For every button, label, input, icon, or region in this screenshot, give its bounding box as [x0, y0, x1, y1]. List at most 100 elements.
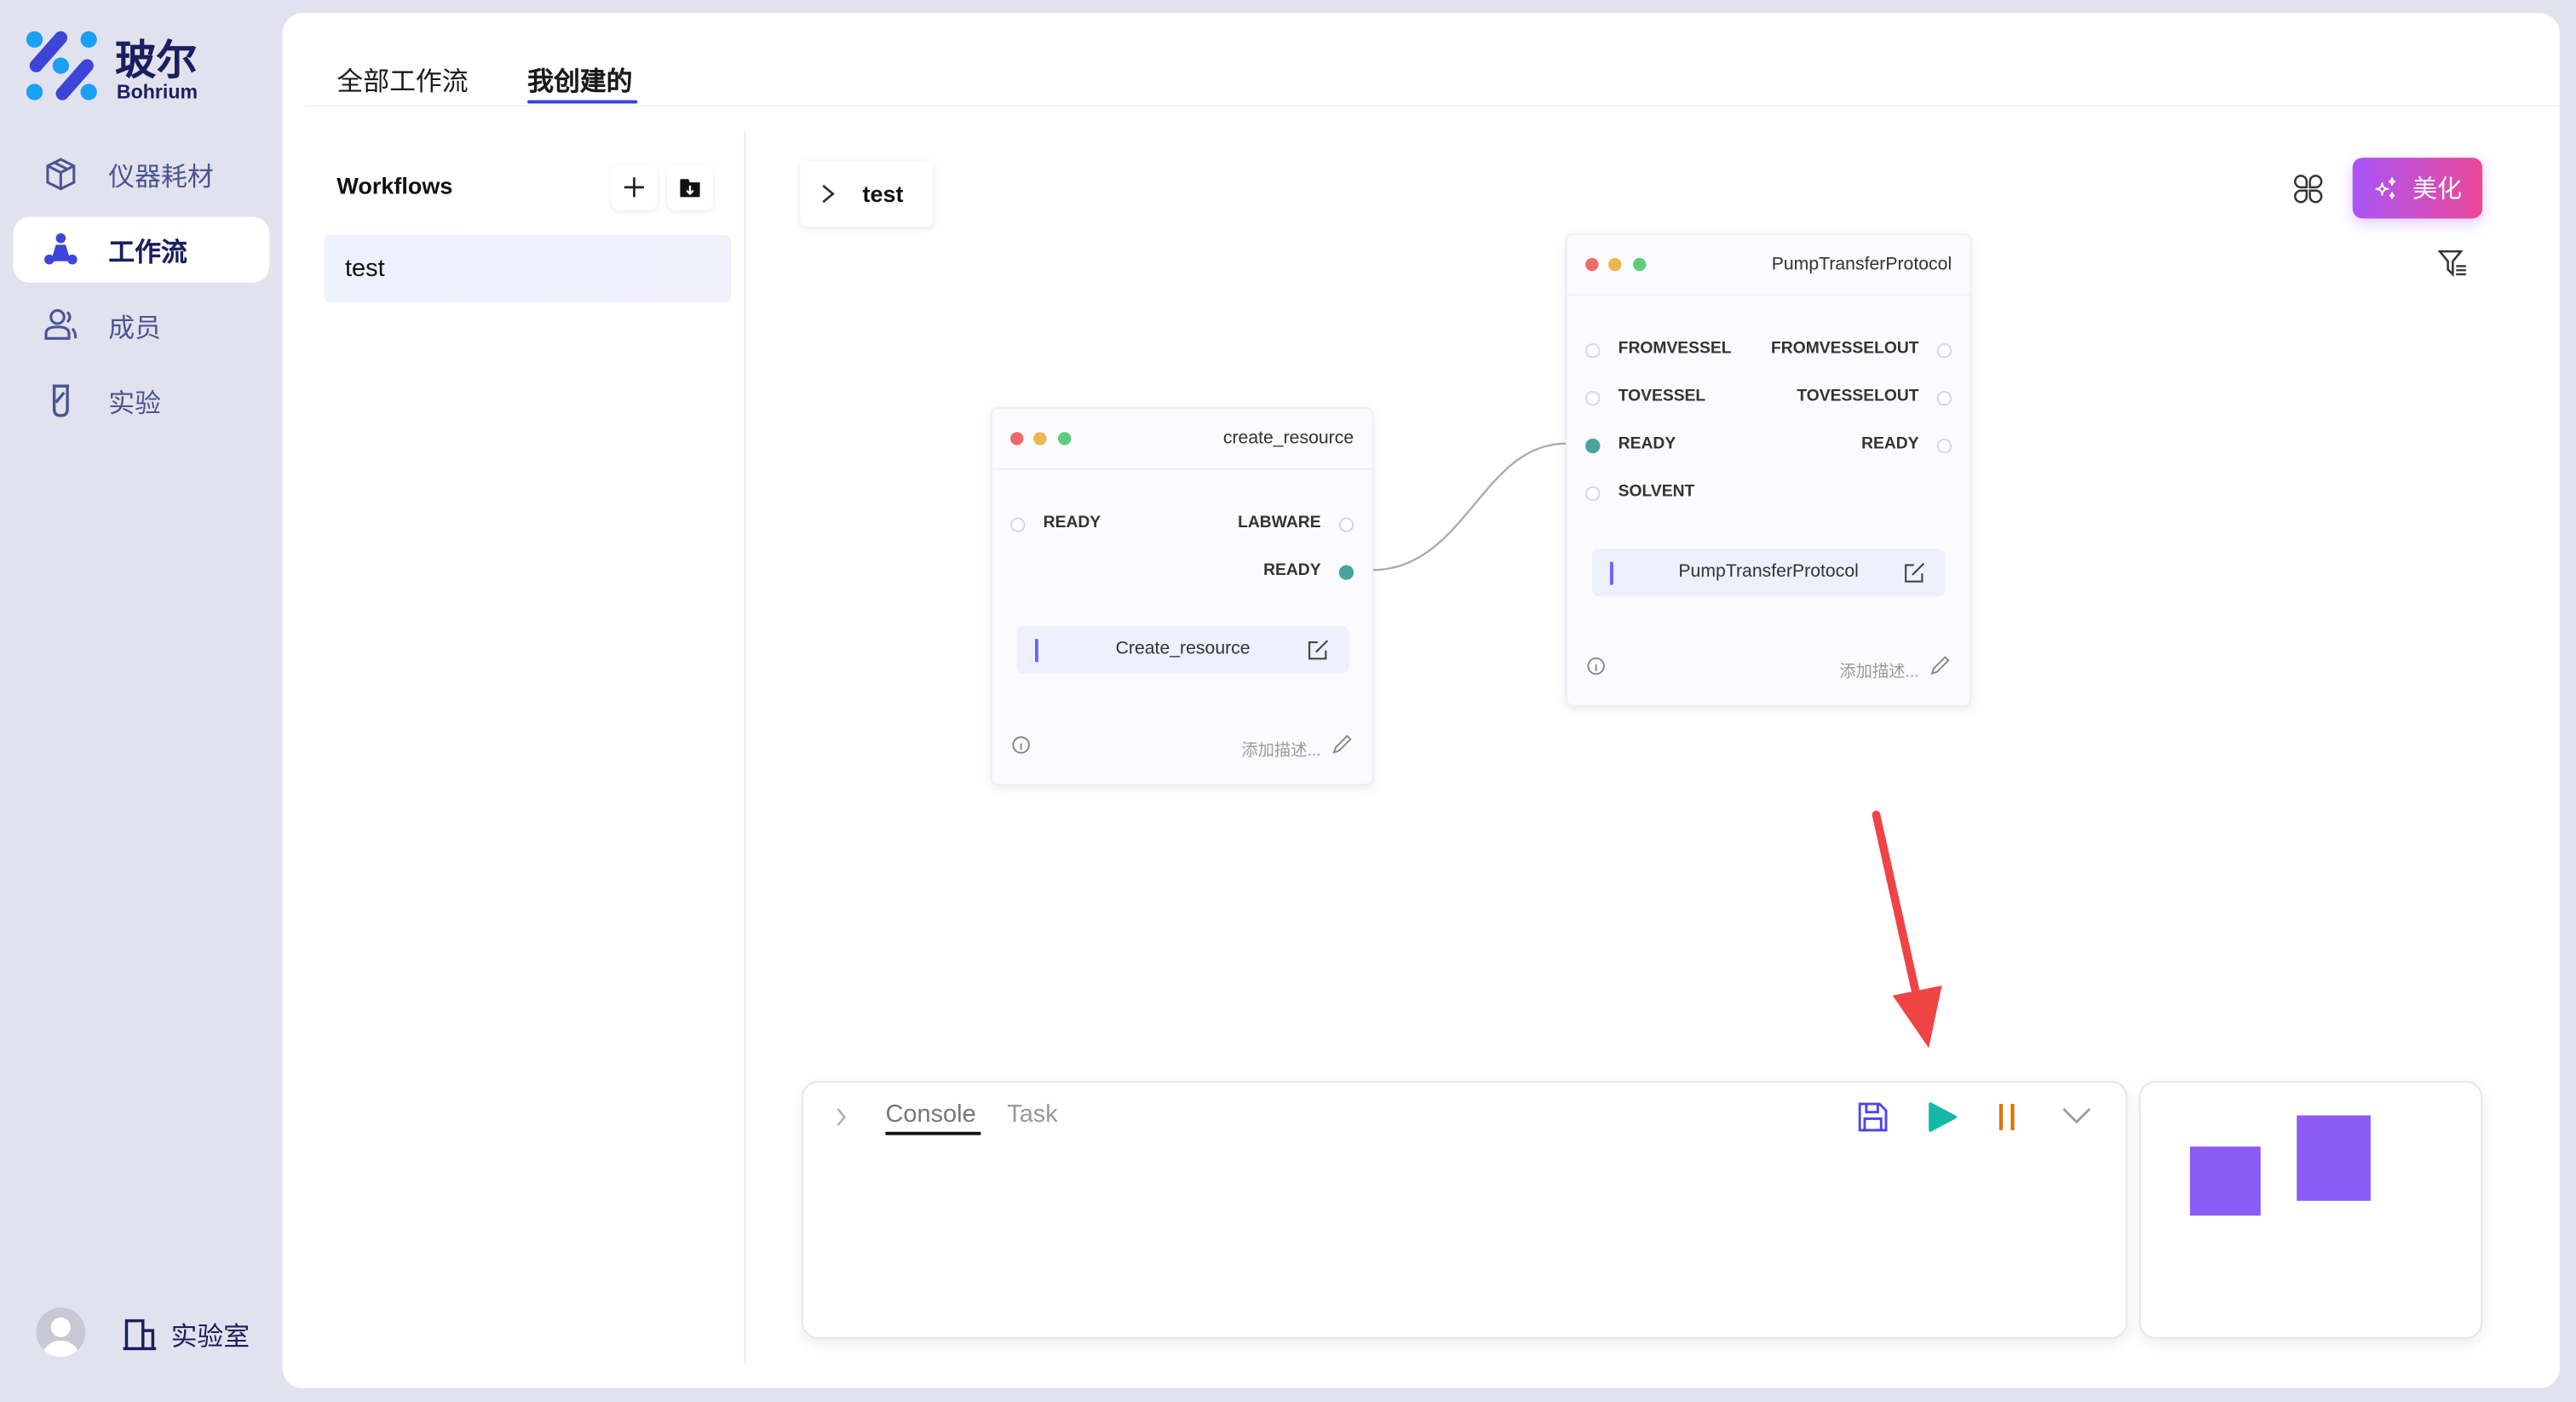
sidebar-item-label: 工作流 [108, 239, 187, 268]
beautify-label: 美化 [2412, 175, 2463, 204]
minimap[interactable] [2139, 1081, 2483, 1339]
input-port-connected[interactable] [1585, 438, 1601, 454]
tab-my-workflows[interactable]: 我创建的 [527, 69, 633, 97]
workflows-title: Workflows [336, 172, 453, 199]
close-dot-icon[interactable] [1585, 257, 1599, 272]
active-tab-underline [527, 100, 638, 104]
output-port[interactable] [1338, 517, 1354, 532]
divider [305, 105, 2560, 107]
users-icon [44, 308, 78, 340]
sidebar-item-label: 成员 [108, 315, 162, 344]
maximize-dot-icon[interactable] [1058, 432, 1072, 445]
input-port[interactable] [1585, 391, 1601, 406]
minimize-dot-icon[interactable] [1608, 257, 1622, 272]
test-tube-icon [52, 384, 70, 417]
box-icon [46, 158, 76, 191]
tab-console[interactable]: Console [885, 1100, 976, 1129]
node-name-field[interactable]: PumpTransferProtocol [1591, 549, 1946, 597]
brand-name-en: Bohrium [116, 80, 198, 104]
import-workflow-button[interactable] [667, 164, 714, 210]
clover-icon [2294, 175, 2323, 204]
output-port-connected[interactable] [1338, 565, 1354, 580]
input-port-label: SOLVENT [1618, 483, 1695, 502]
console-panel: Console Task [802, 1081, 2128, 1339]
sparkles-icon [2376, 176, 2396, 198]
sidebar-item-label: 仪器耗材 [108, 164, 214, 192]
description-placeholder[interactable]: 添加描述... [1839, 664, 1919, 682]
node-title: PumpTransferProtocol [1771, 254, 1952, 275]
avatar[interactable] [36, 1307, 86, 1358]
add-workflow-button[interactable] [611, 164, 658, 210]
sidebar-item-experiments[interactable]: 实验 [13, 368, 269, 434]
output-port[interactable] [1936, 343, 1952, 359]
lab-label: 实验室 [170, 1324, 250, 1353]
breadcrumb-label: test [862, 181, 904, 208]
lab-switcher[interactable]: 实验室 [122, 1314, 250, 1353]
sidebar-item-label: 实验 [108, 391, 162, 419]
red-arrow-annotation [1872, 810, 1942, 1049]
plus-icon [624, 177, 645, 198]
sidebar-item-instruments[interactable]: 仪器耗材 [13, 141, 269, 207]
play-icon[interactable] [1925, 1100, 1958, 1134]
maximize-dot-icon[interactable] [1633, 257, 1647, 272]
output-port[interactable] [1936, 391, 1952, 406]
input-port[interactable] [1585, 343, 1601, 359]
edit-icon[interactable] [1904, 562, 1925, 583]
minimize-dot-icon[interactable] [1033, 432, 1047, 445]
building-icon [123, 1319, 157, 1351]
node-name: PumpTransferProtocol [1678, 561, 1859, 582]
beautify-button[interactable]: 美化 [2352, 158, 2483, 219]
panel-divider [744, 131, 746, 1364]
breadcrumb[interactable]: test [800, 161, 934, 227]
output-port-label: FROMVESSELOUT [1771, 340, 1919, 359]
main-panel: 全部工作流 我创建的 Workflows test test 美化 [282, 13, 2560, 1388]
tab-all-workflows[interactable]: 全部工作流 [336, 69, 469, 97]
output-port-label: TOVESSELOUT [1797, 388, 1919, 406]
edit-icon[interactable] [1308, 639, 1329, 660]
tab-task[interactable]: Task [1007, 1100, 1058, 1129]
sidebar-item-members[interactable]: 成员 [13, 292, 269, 358]
node-name-field[interactable]: Create_resource [1016, 625, 1349, 674]
filter-icon [2437, 250, 2466, 278]
pencil-icon[interactable] [1332, 734, 1352, 754]
logo [25, 30, 101, 111]
chevron-right-icon [822, 184, 835, 204]
info-icon[interactable] [1587, 657, 1605, 675]
pause-icon[interactable] [1994, 1102, 2021, 1132]
output-port-label: READY [1861, 435, 1919, 454]
input-port-label: READY [1043, 514, 1101, 532]
close-dot-icon[interactable] [1010, 432, 1024, 445]
description-placeholder[interactable]: 添加描述... [1241, 742, 1321, 761]
brand-name: 玻尔 [115, 37, 198, 84]
workflow-list-item[interactable]: test [323, 234, 732, 302]
input-port-label: FROMVESSEL [1618, 340, 1732, 359]
save-icon[interactable] [1856, 1100, 1889, 1134]
node-title: create_resource [1222, 428, 1354, 449]
output-port[interactable] [1936, 438, 1952, 454]
minimap-node [2189, 1146, 2261, 1216]
sidebar-item-workflow[interactable]: 工作流 [13, 216, 270, 283]
expand-chevron-icon[interactable] [833, 1106, 849, 1129]
collapse-chevron-icon[interactable] [2061, 1104, 2091, 1127]
connection-edge [1371, 442, 1566, 572]
edge-layer [1371, 442, 1942, 1049]
input-port[interactable] [1010, 517, 1026, 532]
bohrium-logo-icon [26, 31, 97, 101]
input-port[interactable] [1585, 486, 1601, 502]
workflow-name: test [345, 254, 385, 283]
user-avatar-icon [41, 1317, 81, 1358]
input-port-label: READY [1618, 435, 1676, 454]
layout-button[interactable] [2293, 174, 2323, 211]
pencil-icon[interactable] [1930, 656, 1950, 675]
node-pump-transfer-protocol[interactable]: PumpTransferProtocol FROMVESSEL TOVESSEL… [1565, 233, 1972, 707]
console-tab-underline [885, 1131, 981, 1135]
folder-download-icon [680, 179, 700, 198]
workflow-icon [44, 233, 78, 265]
input-port-label: TOVESSEL [1618, 388, 1706, 406]
output-port-label: READY [1263, 561, 1321, 580]
node-name: Create_resource [1115, 639, 1251, 659]
filter-button[interactable] [2437, 248, 2468, 285]
info-icon[interactable] [1012, 736, 1030, 754]
output-port-label: LABWARE [1238, 514, 1321, 532]
node-create-resource[interactable]: create_resource READY LABWARE READY Crea… [990, 407, 1374, 785]
